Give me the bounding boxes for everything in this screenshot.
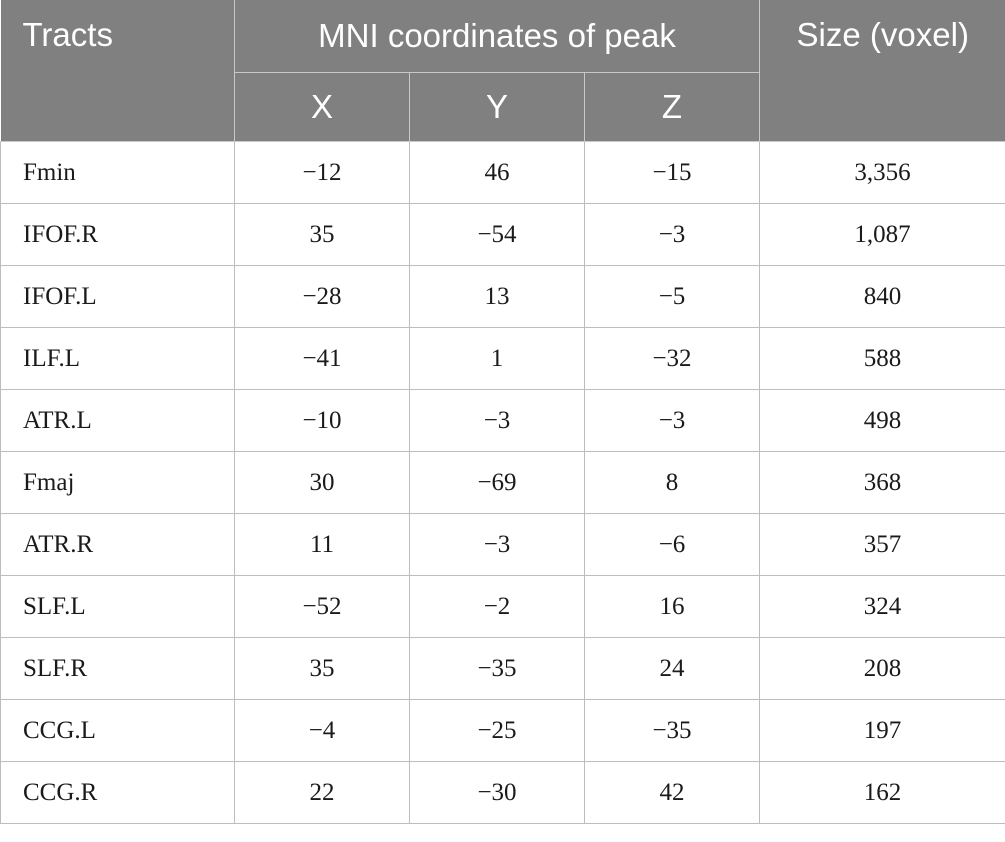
size-cell: 197	[759, 699, 1005, 762]
x-cell: 11	[234, 513, 410, 576]
y-cell: 46	[409, 141, 585, 204]
x-cell: −12	[234, 141, 410, 204]
peak-coordinates-table: Tracts MNI coordinates of peak Size (vox…	[0, 0, 1005, 824]
y-header: Y	[409, 72, 585, 142]
z-cell: −3	[584, 203, 760, 266]
z-cell: 8	[584, 451, 760, 514]
mni-coordinates-header: MNI coordinates of peak	[234, 0, 760, 73]
y-cell: −69	[409, 451, 585, 514]
header-row-1: Tracts MNI coordinates of peak Size (vox…	[0, 0, 1005, 142]
table-row: SLF.R 35 −35 24 208	[0, 637, 1005, 700]
table-row: IFOF.R 35 −54 −3 1,087	[0, 203, 1005, 266]
header-row-2: X Y Z	[1, 72, 1005, 142]
table-row: IFOF.L −28 13 −5 840	[0, 265, 1005, 328]
x-cell: −41	[234, 327, 410, 390]
size-cell: 588	[759, 327, 1005, 390]
table-row: ILF.L −41 1 −32 588	[0, 327, 1005, 390]
tract-cell: ATR.R	[0, 513, 235, 576]
x-cell: −28	[234, 265, 410, 328]
tract-cell: IFOF.R	[0, 203, 235, 266]
y-cell: −30	[409, 761, 585, 824]
size-cell: 357	[759, 513, 1005, 576]
table-header: Tracts MNI coordinates of peak Size (vox…	[0, 0, 1005, 142]
size-cell: 1,087	[759, 203, 1005, 266]
z-cell: −15	[584, 141, 760, 204]
size-cell: 162	[759, 761, 1005, 824]
y-cell: −3	[409, 389, 585, 452]
z-cell: −3	[584, 389, 760, 452]
size-cell: 498	[759, 389, 1005, 452]
size-cell: 208	[759, 637, 1005, 700]
tract-cell: ATR.L	[0, 389, 235, 452]
y-cell: −3	[409, 513, 585, 576]
tract-cell: Fmaj	[0, 451, 235, 514]
tract-cell: ILF.L	[0, 327, 235, 390]
table-row: Fmin −12 46 −15 3,356	[0, 141, 1005, 204]
x-cell: 30	[234, 451, 410, 514]
y-cell: −25	[409, 699, 585, 762]
tract-cell: Fmin	[0, 141, 235, 204]
tract-cell: SLF.R	[0, 637, 235, 700]
z-cell: −35	[584, 699, 760, 762]
z-cell: 42	[584, 761, 760, 824]
table-row: ATR.L −10 −3 −3 498	[0, 389, 1005, 452]
size-header: Size (voxel)	[759, 0, 1005, 142]
y-cell: −35	[409, 637, 585, 700]
z-cell: 24	[584, 637, 760, 700]
z-cell: 16	[584, 575, 760, 638]
z-header: Z	[584, 72, 760, 142]
x-cell: 35	[234, 637, 410, 700]
tract-cell: CCG.R	[0, 761, 235, 824]
table-row: CCG.R 22 −30 42 162	[0, 761, 1005, 824]
table-row: Fmaj 30 −69 8 368	[0, 451, 1005, 514]
table-body: Fmin −12 46 −15 3,356 IFOF.R 35 −54 −3 1…	[0, 141, 1005, 824]
x-cell: 35	[234, 203, 410, 266]
x-cell: −52	[234, 575, 410, 638]
y-cell: −2	[409, 575, 585, 638]
x-cell: −4	[234, 699, 410, 762]
table-row: SLF.L −52 −2 16 324	[0, 575, 1005, 638]
tract-cell: IFOF.L	[0, 265, 235, 328]
x-cell: 22	[234, 761, 410, 824]
tract-cell: CCG.L	[0, 699, 235, 762]
tract-cell: SLF.L	[0, 575, 235, 638]
z-cell: −5	[584, 265, 760, 328]
z-cell: −6	[584, 513, 760, 576]
y-cell: 1	[409, 327, 585, 390]
x-header: X	[234, 72, 410, 142]
size-cell: 368	[759, 451, 1005, 514]
tracts-header: Tracts	[0, 0, 235, 142]
z-cell: −32	[584, 327, 760, 390]
table-row: CCG.L −4 −25 −35 197	[0, 699, 1005, 762]
y-cell: 13	[409, 265, 585, 328]
table-row: ATR.R 11 −3 −6 357	[0, 513, 1005, 576]
x-cell: −10	[234, 389, 410, 452]
size-cell: 3,356	[759, 141, 1005, 204]
y-cell: −54	[409, 203, 585, 266]
size-cell: 324	[759, 575, 1005, 638]
size-cell: 840	[759, 265, 1005, 328]
